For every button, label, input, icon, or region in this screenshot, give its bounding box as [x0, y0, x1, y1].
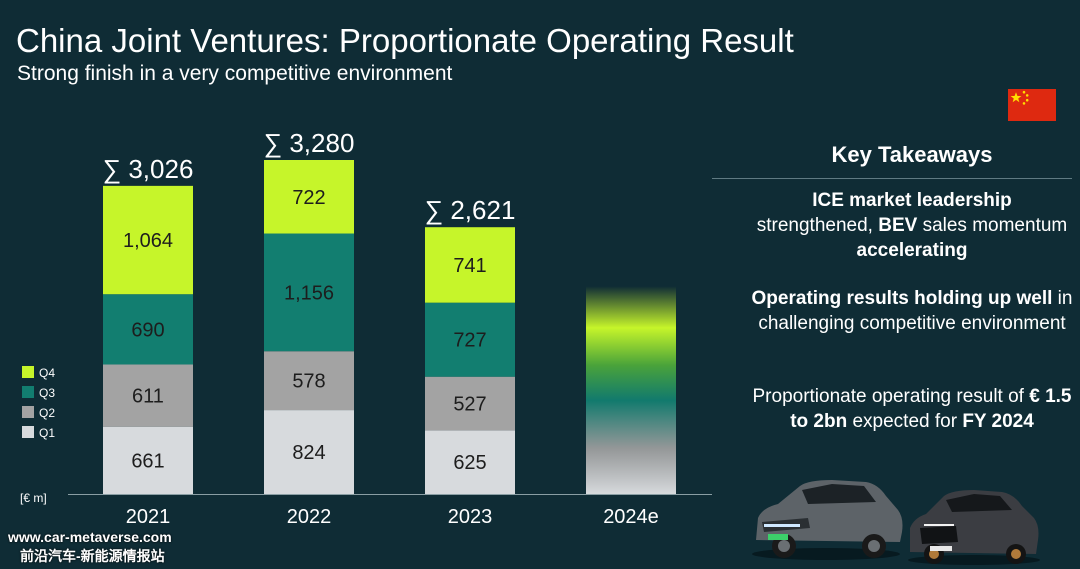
data-label: 661	[131, 450, 164, 472]
data-label: 625	[453, 452, 486, 474]
x-tick-label: 2022	[287, 506, 332, 528]
bar-segment-q3-2022	[264, 233, 354, 352]
data-label: 527	[453, 394, 486, 416]
china-flag-icon	[1008, 89, 1056, 121]
data-label: 727	[453, 330, 486, 352]
total-label-2022: ∑ 3,280	[264, 128, 355, 158]
legend-swatch-q2	[22, 406, 34, 418]
takeaway-item-2: Operating results holding up well in cha…	[751, 288, 1073, 334]
takeaways-divider	[712, 178, 1072, 179]
bar-segment-q1-2023	[425, 430, 515, 494]
bar-segment-q3-2023	[425, 302, 515, 377]
data-label: 578	[292, 371, 325, 393]
legend-swatch-q4	[22, 366, 34, 378]
bar-segment-q1-2021	[103, 426, 193, 494]
x-tick-label: 2024e	[603, 506, 659, 528]
bar-segment-q2-2022	[264, 351, 354, 411]
bar-segment-q2-2021	[103, 364, 193, 427]
bar-segment-q3-2021	[103, 294, 193, 365]
legend-swatch-q1	[22, 426, 34, 438]
data-label: 741	[453, 255, 486, 277]
watermark: www.car-metaverse.com 前沿汽车-新能源情报站	[8, 528, 172, 566]
legend-label-q4: Q4	[39, 366, 55, 380]
watermark-url: www.car-metaverse.com	[8, 529, 172, 545]
total-label-2021: ∑ 3,026	[103, 154, 194, 184]
data-label: 1,064	[123, 230, 173, 252]
car-photo-vw	[752, 480, 903, 560]
data-label: 722	[292, 187, 325, 209]
page-subtitle: Strong finish in a very competitive envi…	[17, 62, 453, 85]
stacked-bar-chart: 661 611 690 1,064 ∑ 3,026 2021 824 578 1,156 722 ∑…	[20, 128, 712, 528]
takeaway-item-3: Proportionate operating result of € 1.5 …	[752, 386, 1072, 432]
x-tick-label: 2021	[126, 506, 171, 528]
bar-segment-q4-2023	[425, 227, 515, 303]
data-label: 824	[292, 442, 325, 464]
bar-segment-q4-2022	[264, 160, 354, 234]
watermark-tagline: 前沿汽车-新能源情报站	[20, 548, 165, 564]
legend-label-q3: Q3	[39, 386, 55, 400]
estimate-bar-2024e	[586, 286, 676, 494]
car-photo-audi	[908, 490, 1040, 565]
data-label: 690	[131, 319, 164, 341]
takeaway-item-1: ICE market leadership strengthened, BEV …	[756, 190, 1068, 261]
unit-label: [€ m]	[20, 491, 47, 505]
legend-swatch-q3	[22, 386, 34, 398]
data-label: 611	[132, 386, 164, 408]
total-label-2023: ∑ 2,621	[425, 195, 516, 225]
takeaways-title: Key Takeaways	[831, 142, 993, 167]
data-label: 1,156	[284, 282, 334, 304]
bar-segment-q1-2022	[264, 410, 354, 494]
legend-label-q1: Q1	[39, 426, 55, 440]
x-tick-label: 2023	[448, 506, 493, 528]
bar-segment-q2-2023	[425, 376, 515, 431]
legend-label-q2: Q2	[39, 406, 55, 420]
page-title: China Joint Ventures: Proportionate Oper…	[16, 22, 794, 59]
bar-segment-q4-2021	[103, 185, 193, 295]
